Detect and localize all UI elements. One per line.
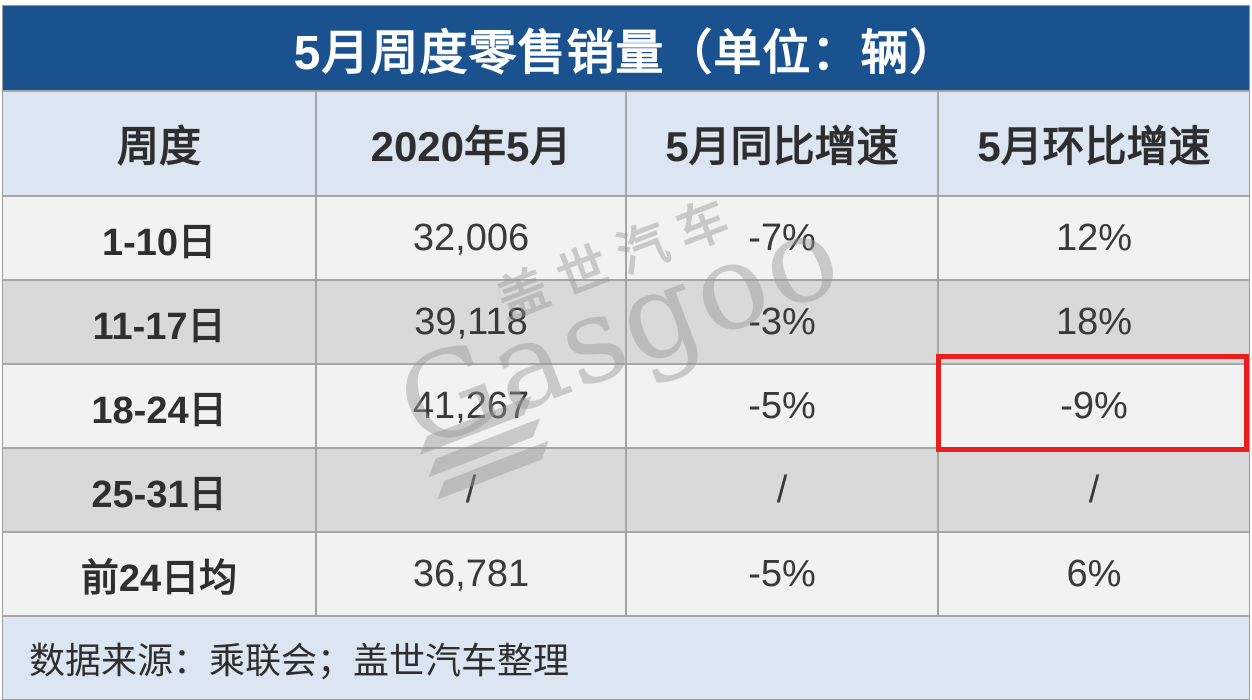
value-cell: 12% [937,197,1249,279]
table-title: 5月周度零售销量（单位：辆） [3,6,1249,90]
row-label-cell: 18-24日 [91,389,227,432]
header-cell-yoy: 5月同比增速 [625,92,937,195]
value-cell: -3% [625,281,937,363]
header-cell-month: 2020年5月 [315,92,625,195]
table-row: 18-24日 41,267 -5% -9% [3,354,1249,452]
value-cell: / [315,449,625,531]
value-cell: -5% [625,365,937,447]
table-row: 前24日均 36,781 -5% 6% [3,531,1249,615]
row-label-cell: 25-31日 [91,473,227,516]
header-cell-week: 周度 [116,123,201,170]
table-row: 1-10日 32,006 -7% 12% [3,195,1249,279]
row-label-cell: 前24日均 [80,557,238,600]
row-label-cell: 11-17日 [92,305,226,348]
value-cell: 39,118 [315,281,625,363]
value-cell: 36,781 [315,533,625,615]
value-cell: 41,267 [315,365,625,447]
sales-table: 5月周度零售销量（单位：辆） 周度 2020年5月 5月同比增速 5月环比增速 … [2,5,1250,700]
header-cell-mom: 5月环比增速 [937,92,1249,195]
value-cell: / [625,449,937,531]
source-note-text: 数据来源：乘联会；盖世汽车整理 [29,640,570,681]
value-cell: 18% [937,281,1249,363]
value-cell: -9% [936,354,1249,452]
value-cell: 6% [937,533,1249,615]
table-title-text: 5月周度零售销量（单位：辆） [293,27,959,80]
table-row: 11-17日 39,118 -3% 18% [3,279,1249,363]
value-cell: -7% [625,197,937,279]
table-header-row: 周度 2020年5月 5月同比增速 5月环比增速 [3,90,1249,195]
row-label-cell: 1-10日 [101,221,217,264]
source-note-row: 数据来源：乘联会；盖世汽车整理 [3,615,1249,699]
value-cell: -5% [625,533,937,615]
value-cell: 32,006 [315,197,625,279]
value-cell: / [937,449,1249,531]
table-row: 25-31日 / / / [3,447,1249,531]
